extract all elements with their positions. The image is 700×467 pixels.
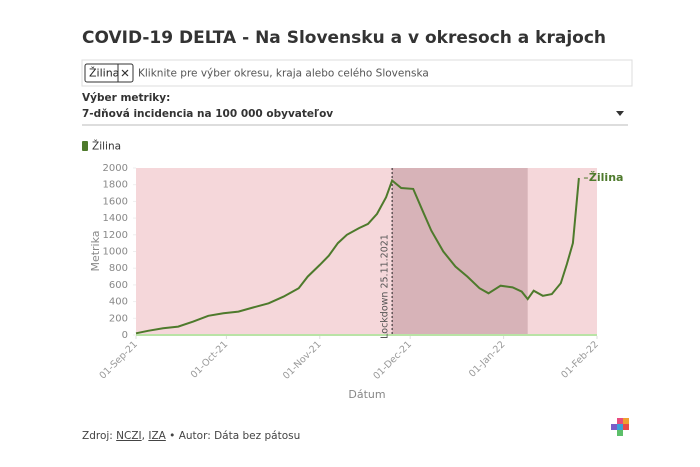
y-tick-label: 1800 [103,180,128,191]
chip-label: Žilina [89,67,119,80]
source-separator: , [141,430,145,442]
chart-title: COVID-19 DELTA - Na Slovensku a v okreso… [82,28,606,48]
y-tick-label: 1000 [103,247,128,258]
lockdown-shading [392,168,528,335]
dropdown-arrow[interactable] [616,111,624,116]
metric-dropdown[interactable]: 7-dňová incidencia na 100 000 obyvateľov [82,108,333,120]
y-tick-label: 200 [109,313,128,324]
search-box[interactable] [81,59,633,87]
legend-label: Žilina [92,140,121,153]
y-tick-label: 0 [122,330,128,341]
legend-swatch [82,141,88,151]
series-line [135,177,580,335]
end-label: Žilina [589,171,624,184]
y-tick-label: 400 [109,297,128,308]
chip[interactable] [84,63,134,83]
x-tick-label: 01-Dec-21 [371,339,414,382]
plot-background [136,168,597,335]
legend: Žilina [82,140,121,153]
search-placeholder: Kliknite pre výber okresu, kraja alebo c… [138,68,429,80]
source-author: • Autor: Dáta bez pátosu [169,430,301,442]
y-tick-label: 1600 [103,196,128,207]
x-tick-label: 01-Jan-22 [467,339,507,379]
source: Zdroj: NCZI, IZA • Autor: Dáta bez pátos… [82,430,300,442]
metric-label: Výber metriky: [82,92,170,104]
x-tick-label: 01-Feb-22 [559,339,601,381]
x-tick-label: 01-Nov-21 [281,339,324,382]
source-prefix: Zdroj: [82,430,113,442]
y-axis-label: Metrika [89,230,102,271]
chip-close[interactable] [121,69,129,77]
y-tick-label: 800 [109,263,128,274]
x-tick-label: 01-Sep-21 [97,339,139,381]
y-tick-label: 1200 [103,230,128,241]
logo [611,418,629,436]
x-tick-label: 01-Oct-21 [189,339,231,381]
y-tick-label: 1400 [103,213,128,224]
y-tick-label: 600 [109,280,128,291]
y-tick-label: 2000 [103,163,128,174]
source-link[interactable]: NCZI [116,430,142,442]
x-axis-label: Dátum [348,388,385,401]
source-link[interactable]: IZA [148,430,166,442]
plot: 0 200 400 600 800 1000 1200 1400 1600 1800 2000 01-… [97,163,623,382]
lockdown-label: Lockdown 25.11.2021 [380,234,391,339]
